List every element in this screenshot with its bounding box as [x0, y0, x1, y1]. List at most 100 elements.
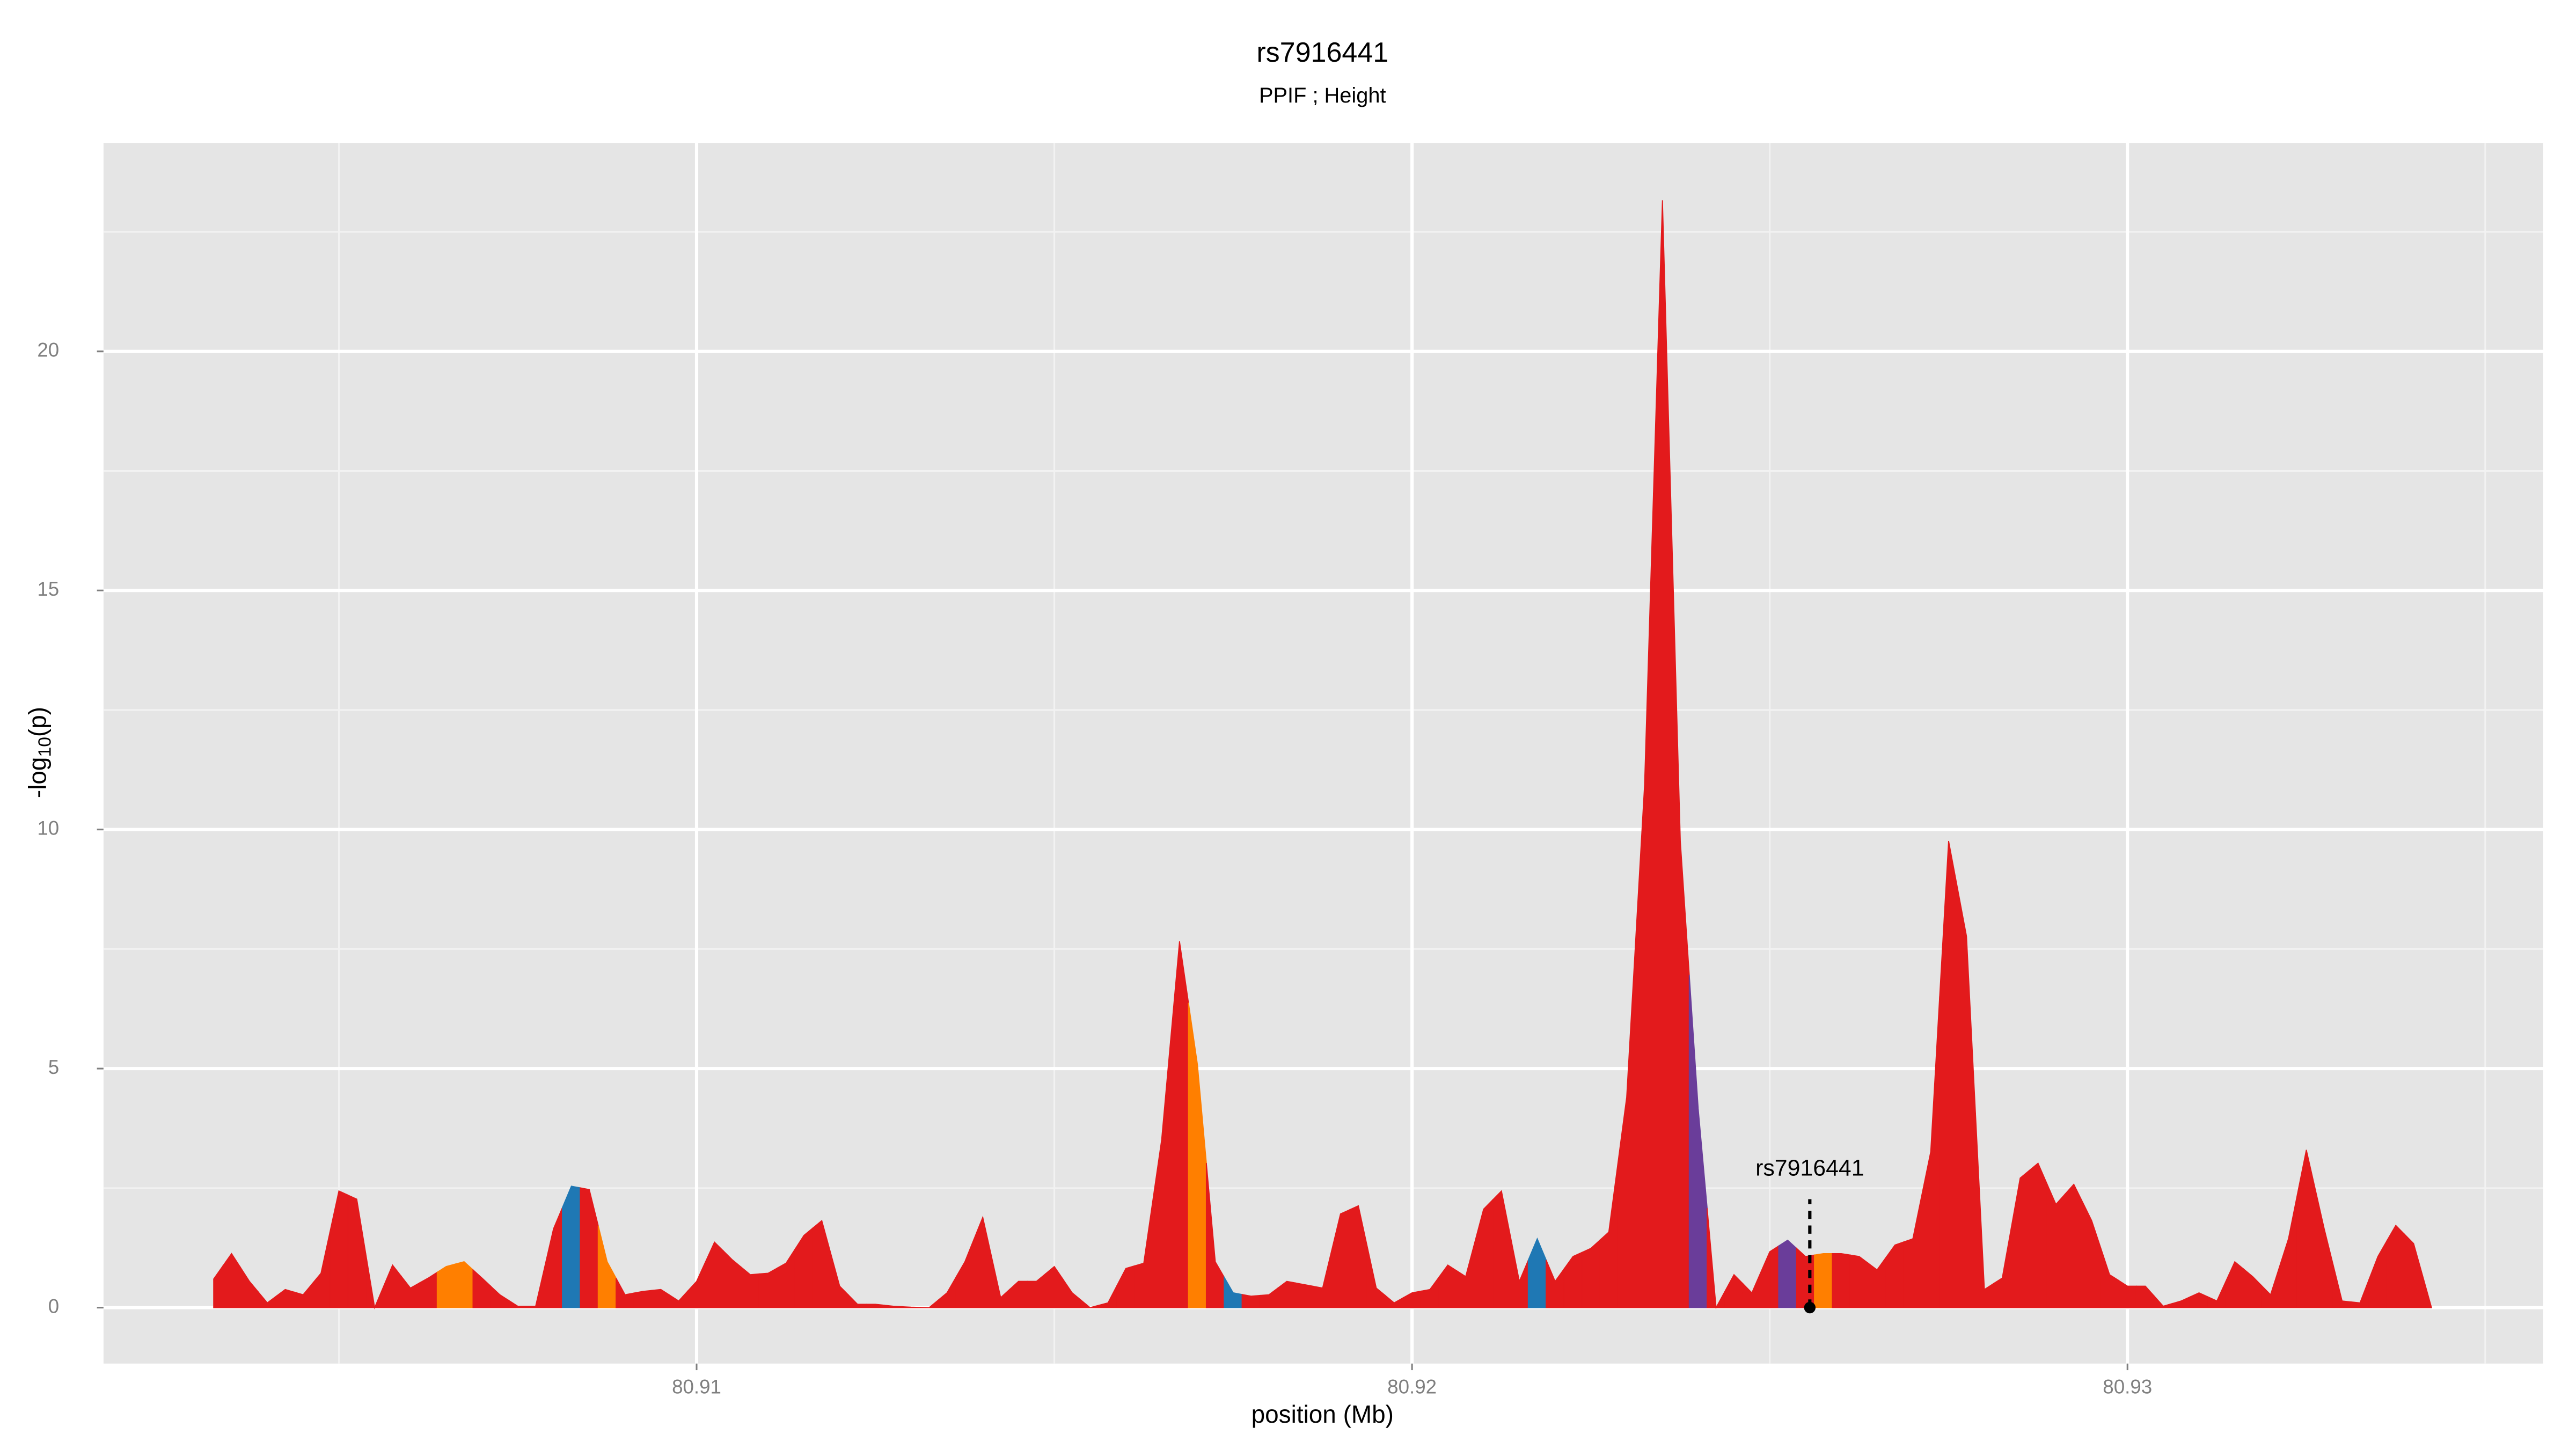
area-segment — [508, 1299, 528, 1308]
area-segment — [794, 1227, 814, 1308]
area-segment — [741, 1266, 760, 1308]
area-segment — [2315, 1189, 2334, 1308]
area-segment — [1027, 1272, 1046, 1308]
area-segment — [2243, 1268, 2263, 1308]
area-segment — [1599, 1165, 1619, 1308]
area-segment — [562, 1185, 581, 1308]
area-segment — [1366, 1247, 1386, 1308]
area-segment — [347, 1194, 367, 1308]
area-segment — [1492, 1190, 1511, 1308]
area-segment — [329, 1190, 349, 1308]
area-segment — [1778, 1239, 1797, 1308]
area-segment — [1277, 1280, 1297, 1308]
area-segment — [1331, 1209, 1350, 1308]
area-segment — [1885, 1241, 1905, 1308]
area-segment — [2350, 1279, 2370, 1308]
area-segment — [1581, 1239, 1600, 1308]
y-tick-label: 10 — [37, 817, 59, 839]
area-segment — [2171, 1296, 2191, 1308]
area-segment — [222, 1253, 241, 1308]
area-segment — [2225, 1261, 2244, 1308]
area-segment — [580, 1187, 599, 1308]
area-segment — [1295, 1282, 1314, 1308]
area-segment — [1349, 1205, 1368, 1308]
area-segment — [1259, 1287, 1279, 1308]
area-segment — [616, 1278, 635, 1308]
area-segment — [1080, 1299, 1100, 1308]
area-segment — [1546, 1260, 1565, 1308]
area-segment — [544, 1207, 563, 1308]
annotation-point — [1804, 1301, 1816, 1314]
area-segment — [383, 1264, 402, 1308]
area-segment — [1063, 1278, 1082, 1308]
area-segment — [436, 1263, 456, 1308]
chart-title: rs7916441 — [1256, 37, 1388, 68]
area-segment — [758, 1267, 778, 1308]
area-segment — [240, 1265, 259, 1308]
area-segment — [311, 1232, 331, 1308]
area-segment — [1188, 1002, 1207, 1308]
area-segment — [991, 1257, 1011, 1308]
y-tick-label: 0 — [48, 1295, 59, 1317]
area-segment — [597, 1225, 617, 1308]
area-segment — [705, 1241, 724, 1308]
area-segment — [1939, 840, 1958, 1308]
area-segment — [669, 1290, 689, 1308]
area-segment — [651, 1289, 670, 1308]
area-segment — [1044, 1265, 1064, 1308]
area-segment — [2189, 1292, 2209, 1308]
area-segment — [258, 1291, 277, 1308]
area-segment — [1241, 1293, 1261, 1308]
area-segment — [2332, 1264, 2352, 1308]
area-segment — [294, 1282, 313, 1308]
area-segment — [472, 1269, 492, 1308]
annotation-label: rs7916441 — [1755, 1155, 1864, 1181]
area-segment — [1688, 975, 1708, 1308]
y-tick-label: 15 — [37, 578, 59, 600]
area-segment — [1814, 1253, 1833, 1308]
area-segment — [1707, 1208, 1726, 1309]
area-segment — [938, 1275, 957, 1308]
area-segment — [490, 1285, 509, 1308]
area-segment — [1563, 1252, 1583, 1308]
area-segment — [2404, 1233, 2424, 1308]
x-tick-label: 80.93 — [2103, 1375, 2152, 1397]
chart-subtitle: PPIF ; Height — [1259, 84, 1386, 107]
area-segment — [2207, 1281, 2227, 1308]
area-segment — [919, 1299, 939, 1308]
area-segment — [1385, 1294, 1404, 1308]
area-segment — [1903, 1195, 1922, 1308]
x-axis-label: position (Mb) — [1252, 1400, 1394, 1428]
area-segment — [884, 1305, 903, 1308]
area-segment — [1832, 1253, 1851, 1308]
area-segment — [2386, 1224, 2405, 1308]
x-tick-label: 80.92 — [1387, 1375, 1437, 1397]
area-segment — [1760, 1245, 1780, 1308]
area-segment — [2029, 1162, 2048, 1308]
area-segment — [848, 1294, 867, 1308]
area-segment — [1993, 1228, 2012, 1308]
area-segment — [1402, 1290, 1422, 1308]
area-segment — [1474, 1198, 1494, 1308]
y-axis-label-subscript: 10 — [35, 737, 55, 757]
area-segment — [1957, 888, 1976, 1308]
area-segment — [2279, 1194, 2298, 1308]
y-tick-label: 5 — [48, 1056, 59, 1078]
area-segment — [419, 1271, 438, 1308]
area-segment — [723, 1249, 742, 1308]
area-segment — [275, 1289, 295, 1308]
area-segment — [2135, 1285, 2155, 1308]
area-segment — [2154, 1294, 2173, 1308]
area-segment — [633, 1290, 653, 1308]
area-segment — [1510, 1236, 1529, 1308]
area-segment — [1653, 200, 1672, 1308]
area-segment — [973, 1216, 992, 1308]
area-segment — [1527, 1237, 1547, 1308]
y-tick-label: 20 — [37, 339, 59, 361]
area-segment — [1456, 1242, 1475, 1308]
area-segment — [1420, 1276, 1440, 1308]
area-segment — [2010, 1169, 2030, 1308]
area-segment — [526, 1267, 545, 1308]
area-segment — [1116, 1265, 1136, 1308]
area-segment — [401, 1275, 420, 1308]
